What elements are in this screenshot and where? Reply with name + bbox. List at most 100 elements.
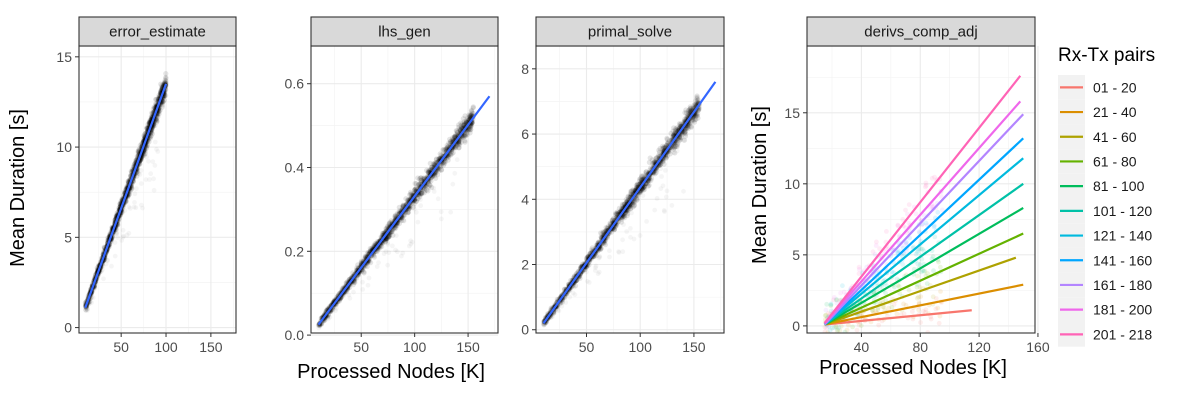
data-point: [689, 116, 696, 123]
data-point: [413, 209, 419, 215]
data-point: [682, 127, 688, 133]
strip-label: error_estimate: [109, 24, 206, 41]
data-point: [659, 174, 664, 179]
data-point: [448, 138, 454, 144]
data-point: [456, 139, 462, 145]
data-point: [424, 182, 430, 188]
data-point: [316, 325, 322, 331]
data-point: [689, 118, 695, 124]
data-point: [388, 218, 394, 224]
data-point: [438, 209, 444, 215]
data-point: [462, 133, 468, 139]
data-point: [664, 142, 670, 148]
data-point: [425, 180, 431, 186]
data-point: [654, 196, 660, 201]
plot-area: [822, 75, 1025, 333]
strip-background: [310, 16, 499, 47]
data-point: [425, 169, 431, 176]
data-point: [630, 187, 636, 193]
data-point: [646, 159, 653, 165]
x-tick-label: 50: [353, 339, 369, 355]
data-point: [661, 208, 667, 213]
data-point: [601, 229, 607, 235]
data-point: [682, 129, 688, 135]
data-point: [645, 183, 651, 189]
data-point: [592, 268, 598, 273]
plot-background: [311, 46, 498, 333]
data-point: [682, 133, 689, 139]
data-point: [413, 181, 419, 187]
data-point: [650, 160, 656, 166]
data-point: [398, 217, 404, 224]
data-point: [604, 225, 611, 231]
data-point: [671, 132, 677, 138]
data-point: [614, 211, 620, 217]
data-point: [597, 253, 602, 259]
data-point: [577, 275, 583, 281]
data-point: [436, 166, 442, 172]
data-point: [619, 201, 626, 207]
data-point: [676, 121, 683, 127]
data-point: [598, 246, 604, 252]
data-point: [828, 303, 834, 308]
data-point: [393, 225, 399, 231]
strip-background: [535, 16, 725, 47]
data-point: [642, 184, 648, 190]
data-point: [691, 119, 698, 125]
data-point: [691, 117, 697, 123]
data-point: [670, 128, 676, 134]
data-point: [466, 127, 472, 133]
data-point: [901, 311, 907, 317]
data-point: [160, 98, 166, 104]
data-point: [441, 147, 447, 153]
data-point: [429, 164, 435, 170]
data-point: [358, 260, 364, 266]
data-point: [589, 247, 595, 253]
data-point: [462, 113, 468, 119]
data-point: [385, 240, 391, 246]
data-point: [935, 305, 941, 311]
data-point: [163, 92, 169, 99]
data-point: [601, 230, 607, 237]
data-point: [598, 246, 604, 252]
data-point: [148, 133, 154, 139]
data-point: [436, 168, 442, 174]
data-point: [640, 187, 646, 193]
data-point: [468, 112, 474, 118]
data-point: [889, 304, 895, 310]
data-point: [682, 129, 688, 135]
data-point: [415, 182, 421, 188]
data-point: [870, 308, 876, 314]
data-point: [653, 155, 659, 161]
data-point: [408, 191, 414, 197]
data-point: [366, 275, 372, 281]
data-point: [609, 217, 615, 223]
data-point: [571, 283, 577, 289]
data-point: [393, 247, 398, 253]
data-point: [141, 152, 147, 158]
data-point: [629, 210, 634, 216]
data-point: [834, 297, 840, 303]
data-point: [456, 126, 462, 132]
data-point: [341, 293, 347, 298]
data-point: [674, 148, 680, 154]
data-point: [833, 324, 839, 330]
data-point: [462, 138, 468, 144]
data-point: [154, 146, 159, 152]
data-point: [636, 181, 642, 188]
data-point: [657, 149, 663, 155]
data-point: [126, 204, 132, 210]
data-point: [693, 111, 700, 117]
data-point: [417, 194, 423, 200]
data-point: [429, 164, 435, 170]
data-point: [586, 262, 592, 268]
data-point: [444, 145, 450, 151]
data-point: [456, 145, 462, 151]
data-point: [910, 309, 915, 314]
data-point: [850, 324, 855, 330]
data-point: [614, 210, 620, 217]
data-point: [682, 116, 688, 122]
data-point: [325, 316, 331, 322]
data-point: [846, 322, 851, 328]
